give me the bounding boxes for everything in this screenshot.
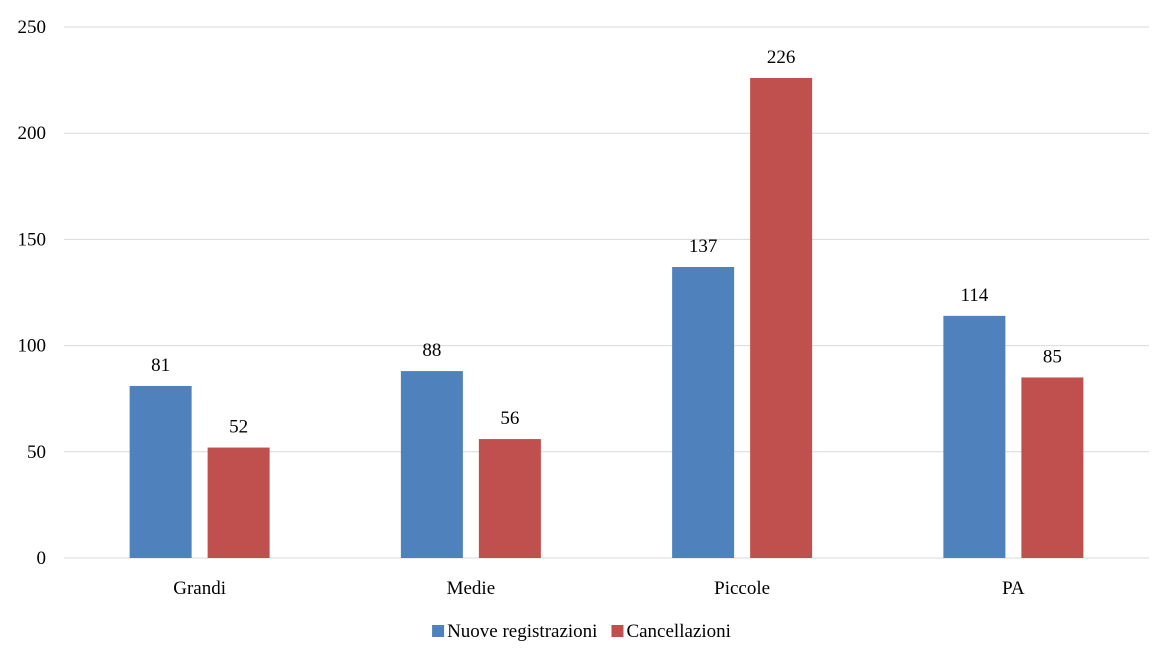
y-tick-label: 50 [27,442,46,463]
legend-swatch [611,625,624,637]
bars [129,77,1084,558]
bar-pa-series-1 [943,315,1006,558]
data-label: 81 [151,355,170,376]
x-axis: Grandi Medie Piccole PA [173,578,1025,599]
y-tick-label: 100 [18,336,47,357]
bar-medie-series-1 [400,371,463,558]
y-tick-label: 200 [18,123,47,144]
data-label: 85 [1043,346,1062,367]
data-label: 88 [422,340,441,361]
legend-label: Cancellazioni [626,621,730,642]
legend: Nuove registrazioni Cancellazioni [432,621,731,642]
legend-label: Nuove registrazioni [447,621,597,642]
bar-piccole-series-1 [672,267,735,558]
bar-medie-series-2 [478,439,541,558]
bar-grandi-series-1 [129,385,192,558]
bar-pa-series-2 [1021,377,1084,558]
x-category-label: Piccole [714,578,770,599]
data-label: 56 [500,408,519,429]
y-axis: 0 50 100 150 200 250 [18,17,47,569]
y-tick-label: 250 [18,17,47,38]
bar-piccole-series-2 [750,77,813,558]
data-labels: 81 52 88 56 137 226 114 85 [151,47,1062,438]
x-category-label: Grandi [173,578,226,599]
x-category-label: Medie [447,578,496,599]
x-category-label: PA [1002,578,1025,599]
data-label: 114 [960,285,988,306]
legend-swatch [432,625,445,637]
y-tick-label: 0 [37,548,47,569]
data-label: 137 [689,236,718,257]
bar-grandi-series-2 [207,447,270,558]
data-label: 226 [767,47,796,68]
y-tick-label: 150 [18,229,47,250]
data-label: 52 [229,417,248,438]
